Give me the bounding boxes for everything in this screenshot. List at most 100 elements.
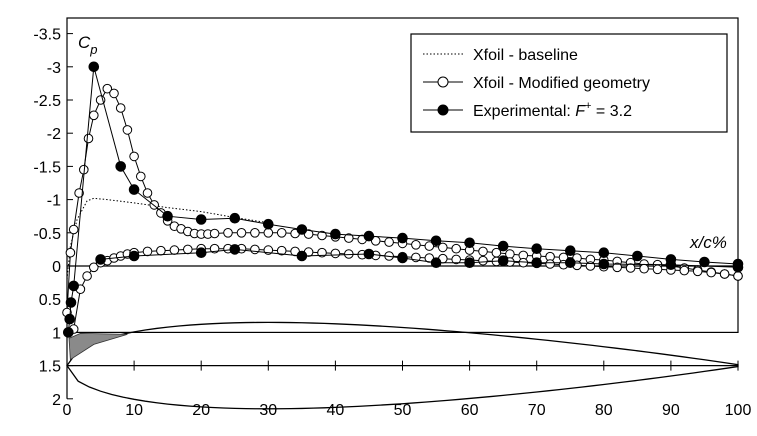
experimental-point: [531, 243, 543, 254]
legend-label: Xfoil - baseline: [473, 47, 578, 64]
axis-ticks: -3.5-3-2.5-2-1.5-1-0.500.511.520 10 20 30 40…: [33, 27, 751, 419]
legend-label: Xfoil - Modified geometry: [473, 75, 650, 92]
modified-point: [652, 264, 663, 275]
experimental-point: [430, 235, 442, 247]
x-tick-label: 40: [327, 402, 345, 419]
experimental-point: [195, 214, 207, 225]
modified-point: [142, 246, 153, 257]
modified-point: [169, 245, 180, 255]
experimental-point: [598, 258, 610, 270]
modified-point: [89, 262, 99, 273]
modified-point: [344, 249, 354, 259]
modified-point: [451, 243, 462, 254]
modified-point: [424, 253, 435, 263]
x-tick-label: 50: [394, 402, 412, 419]
modified-point: [68, 224, 79, 235]
modified-point: [478, 246, 488, 257]
plot-box: [66, 17, 739, 333]
modified-point: [733, 271, 743, 281]
experimental-point: [63, 327, 74, 338]
modified-point: [102, 83, 113, 94]
y-tick-label: 0: [52, 259, 61, 276]
modified-point: [344, 233, 354, 243]
modified-point: [625, 263, 636, 273]
legend-box: [410, 33, 728, 133]
y-tick-label: 2: [52, 392, 61, 409]
modified-point: [330, 248, 341, 259]
experimental-point: [632, 250, 643, 262]
legend: Xfoil - baseline Xfoil - Modified geometr…: [410, 33, 728, 133]
experimental-point: [263, 218, 274, 230]
modified-point: [679, 265, 690, 276]
modified-point: [109, 88, 119, 99]
modified-point: [706, 267, 717, 278]
x-axis-label: x/c%: [689, 233, 727, 252]
experimental-point: [229, 244, 241, 255]
y-tick-label: -0.5: [33, 226, 61, 243]
experimental-point: [363, 230, 375, 242]
y-tick-label: 1.5: [39, 359, 61, 376]
modified-point: [74, 188, 84, 198]
modified-point: [545, 259, 555, 269]
modified-point: [183, 244, 193, 255]
modified-point: [95, 95, 106, 105]
legend-label: Experimental: F+ = 3.2: [473, 100, 632, 120]
modified-point: [83, 133, 94, 144]
series-layer: [62, 61, 744, 338]
modified-point: [276, 245, 287, 256]
modified-point: [82, 271, 92, 281]
x-tick-label: 30: [259, 402, 277, 419]
experimental-point: [732, 262, 744, 273]
y-tick-label: 1: [52, 325, 61, 342]
legend-swatch-marker: [437, 76, 449, 88]
experimental-point: [531, 257, 543, 269]
modified-point: [209, 228, 220, 239]
x-tick-label: 10: [125, 402, 143, 419]
series-2: [63, 61, 744, 338]
x-tick-label: 20: [192, 402, 210, 419]
modified-point: [719, 269, 730, 279]
y-tick-label: -1: [47, 193, 61, 210]
experimental-point: [565, 245, 576, 256]
modified-point: [223, 228, 233, 238]
experimental-point: [598, 247, 610, 258]
modified-point: [692, 266, 703, 277]
modified-point: [89, 110, 99, 121]
x-tick-label: 80: [595, 402, 613, 419]
modified-nose-region: [68, 332, 128, 361]
experimental-point: [497, 240, 509, 252]
y-tick-label: 0.5: [39, 292, 61, 309]
modified-point: [639, 263, 649, 274]
y-tick-label: -2: [47, 126, 61, 143]
experimental-point: [128, 184, 140, 195]
experimental-point: [128, 250, 140, 262]
x-tick-label: 60: [461, 402, 479, 419]
y-tick-label: -3: [47, 60, 61, 77]
experimental-point: [397, 252, 408, 264]
open-circle-upper-line: [66, 87, 739, 313]
modified-point: [236, 228, 247, 238]
experimental-point: [363, 248, 375, 260]
experimental-point: [699, 256, 710, 268]
modified-point: [250, 228, 260, 238]
modified-point: [424, 241, 435, 251]
experimental-point: [64, 313, 75, 325]
modified-point: [317, 230, 327, 241]
experimental-point: [68, 280, 79, 292]
experimental-point: [162, 210, 173, 222]
modified-point: [65, 247, 76, 258]
experimental-point: [464, 237, 475, 249]
modified-point: [122, 125, 133, 135]
modified-point: [142, 188, 153, 198]
x-tick-label: 90: [662, 402, 680, 419]
y-axis-label: Cp: [78, 33, 98, 57]
experimental-point: [397, 232, 408, 244]
experimental-point: [497, 255, 509, 267]
modified-point: [136, 171, 146, 182]
series-0: [66, 197, 269, 280]
modified-point: [129, 151, 139, 162]
experimental-point: [88, 61, 100, 73]
baseline-upper-line: [66, 197, 269, 280]
experimental-point: [229, 212, 241, 224]
